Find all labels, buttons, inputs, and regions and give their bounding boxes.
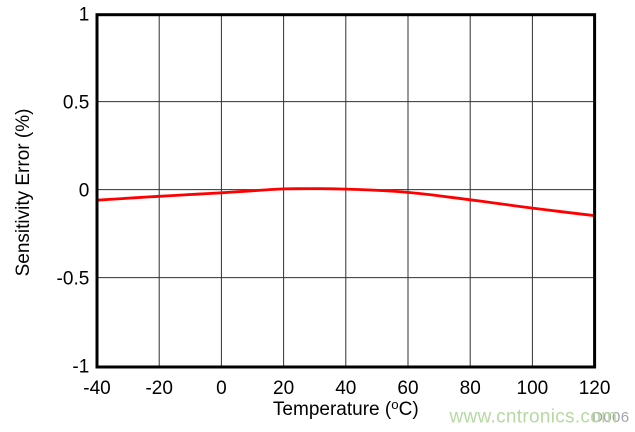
svg-text:-0.5: -0.5 (57, 269, 90, 290)
svg-text:60: 60 (397, 378, 418, 399)
svg-text:40: 40 (335, 378, 356, 399)
svg-text:0.5: 0.5 (63, 93, 89, 114)
svg-text:www.cntronics.com: www.cntronics.com (449, 406, 618, 427)
svg-text:Temperature (oC): Temperature (oC) (273, 397, 419, 420)
svg-text:-20: -20 (145, 378, 172, 399)
svg-text:Sensitivity Error (%): Sensitivity Error (%) (13, 109, 34, 277)
svg-text:80: 80 (460, 378, 481, 399)
svg-text:120: 120 (579, 378, 611, 399)
svg-text:20: 20 (273, 378, 294, 399)
svg-text:D006: D006 (592, 409, 629, 426)
svg-text:0: 0 (79, 181, 90, 202)
svg-text:0: 0 (216, 378, 227, 399)
svg-text:100: 100 (517, 378, 549, 399)
svg-text:-1: -1 (72, 357, 89, 378)
svg-text:-40: -40 (83, 378, 110, 399)
svg-text:1: 1 (79, 5, 90, 26)
